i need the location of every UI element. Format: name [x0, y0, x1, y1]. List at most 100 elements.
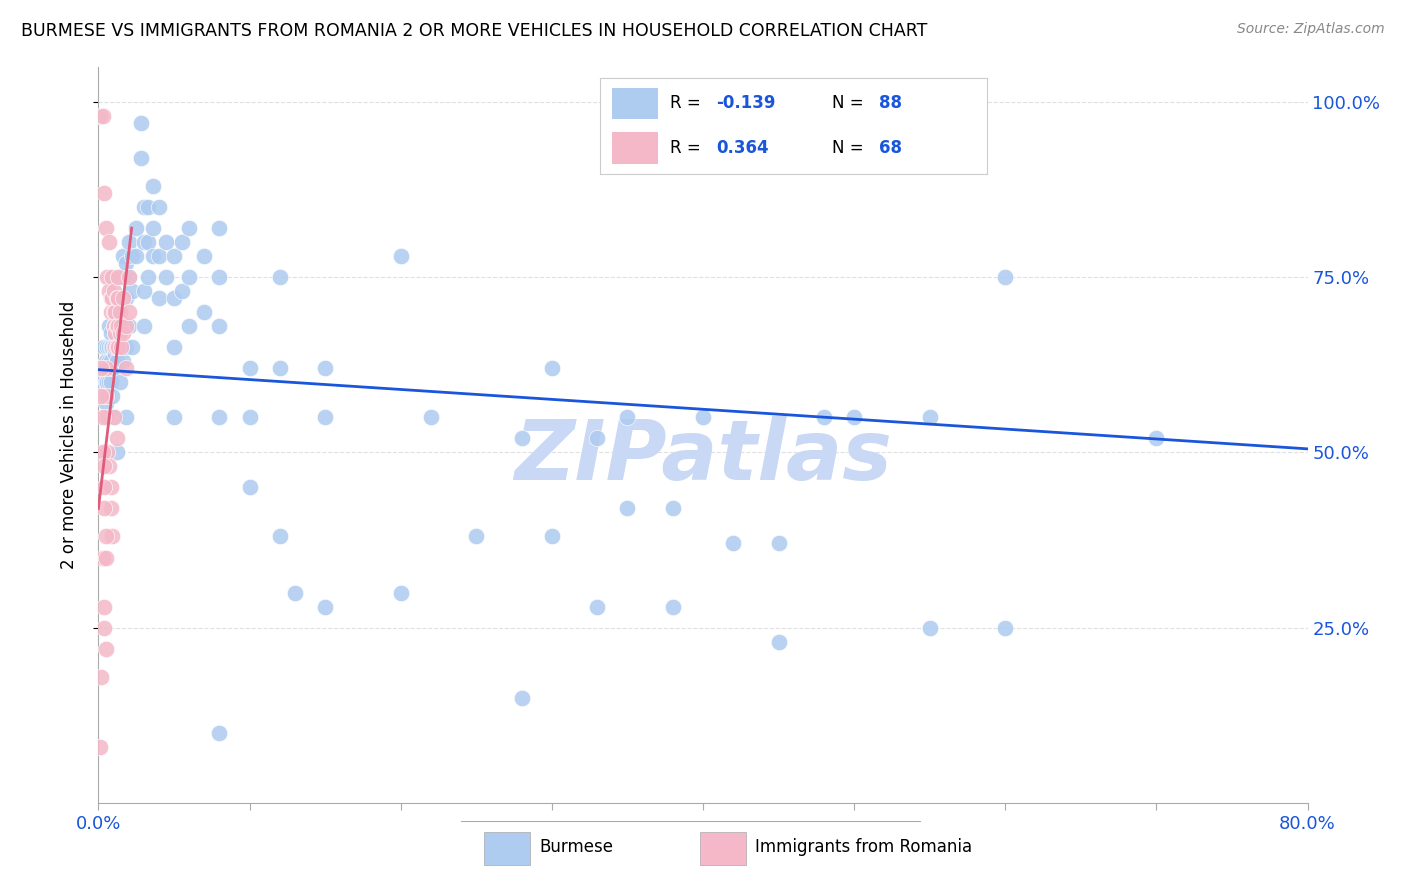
Point: [107, 291, 129, 305]
Point: [93, 459, 115, 474]
Point: [114, 340, 136, 354]
Point: [125, 221, 148, 235]
Point: [132, 284, 155, 298]
Point: [269, 270, 291, 285]
Point: [389, 249, 412, 263]
Point: [142, 221, 165, 235]
Point: [100, 480, 122, 494]
Point: [586, 431, 609, 445]
Point: [91, 445, 114, 459]
Point: [540, 361, 562, 376]
Point: [208, 270, 231, 285]
Point: [129, 151, 152, 165]
Point: [96, 376, 118, 390]
Point: [94, 389, 117, 403]
Point: [96, 340, 118, 354]
Point: [105, 445, 128, 459]
Point: [314, 361, 336, 376]
Point: [93, 501, 115, 516]
Point: [118, 270, 141, 285]
Point: [114, 256, 136, 270]
Point: [114, 361, 136, 376]
Point: [111, 326, 134, 341]
Point: [105, 291, 128, 305]
Point: [91, 109, 114, 123]
Point: [118, 319, 141, 334]
Point: [98, 235, 121, 249]
Point: [105, 431, 128, 445]
Point: [129, 116, 152, 130]
Point: [94, 641, 117, 656]
Point: [93, 599, 115, 614]
Point: [98, 319, 121, 334]
Point: [844, 410, 866, 425]
Text: BURMESE VS IMMIGRANTS FROM ROMANIA 2 OR MORE VEHICLES IN HOUSEHOLD CORRELATION C: BURMESE VS IMMIGRANTS FROM ROMANIA 2 OR …: [21, 22, 928, 40]
Point: [105, 340, 128, 354]
Point: [163, 410, 186, 425]
Point: [239, 361, 262, 376]
Point: [132, 319, 155, 334]
Point: [89, 109, 111, 123]
Point: [723, 536, 745, 550]
Point: [94, 529, 117, 543]
Point: [96, 270, 118, 285]
Point: [389, 585, 412, 599]
Point: [103, 305, 125, 319]
Point: [101, 361, 124, 376]
Point: [94, 354, 117, 368]
Point: [193, 305, 215, 319]
Point: [100, 291, 122, 305]
Point: [94, 376, 117, 390]
Point: [111, 270, 134, 285]
Point: [510, 431, 533, 445]
Point: [104, 305, 127, 319]
Point: [100, 305, 122, 319]
Point: [768, 634, 790, 648]
Point: [179, 319, 201, 334]
Point: [465, 529, 488, 543]
Point: [111, 354, 134, 368]
Point: [994, 621, 1017, 635]
Point: [100, 326, 122, 341]
Point: [314, 599, 336, 614]
Point: [132, 200, 155, 214]
Text: ZIPatlas: ZIPatlas: [515, 417, 891, 498]
Point: [208, 221, 231, 235]
Point: [616, 410, 638, 425]
Point: [101, 270, 124, 285]
Point: [96, 361, 118, 376]
Point: [136, 200, 159, 214]
Point: [148, 249, 170, 263]
Point: [132, 235, 155, 249]
Point: [91, 376, 114, 390]
Point: [93, 340, 115, 354]
Point: [89, 739, 111, 754]
Point: [208, 725, 231, 739]
Point: [100, 501, 122, 516]
Point: [118, 305, 141, 319]
Point: [103, 410, 125, 425]
Point: [121, 249, 143, 263]
Point: [239, 410, 262, 425]
Point: [616, 501, 638, 516]
Point: [125, 249, 148, 263]
Point: [768, 536, 790, 550]
Point: [108, 305, 131, 319]
Point: [420, 410, 443, 425]
Point: [269, 361, 291, 376]
Point: [108, 340, 131, 354]
Point: [111, 249, 134, 263]
Point: [121, 284, 143, 298]
Point: [93, 621, 115, 635]
Point: [813, 410, 835, 425]
Point: [103, 340, 125, 354]
Point: [208, 319, 231, 334]
Point: [193, 249, 215, 263]
Point: [104, 305, 127, 319]
Point: [148, 291, 170, 305]
Point: [98, 340, 121, 354]
Point: [105, 354, 128, 368]
Point: [91, 410, 114, 425]
Point: [510, 690, 533, 705]
Point: [114, 291, 136, 305]
